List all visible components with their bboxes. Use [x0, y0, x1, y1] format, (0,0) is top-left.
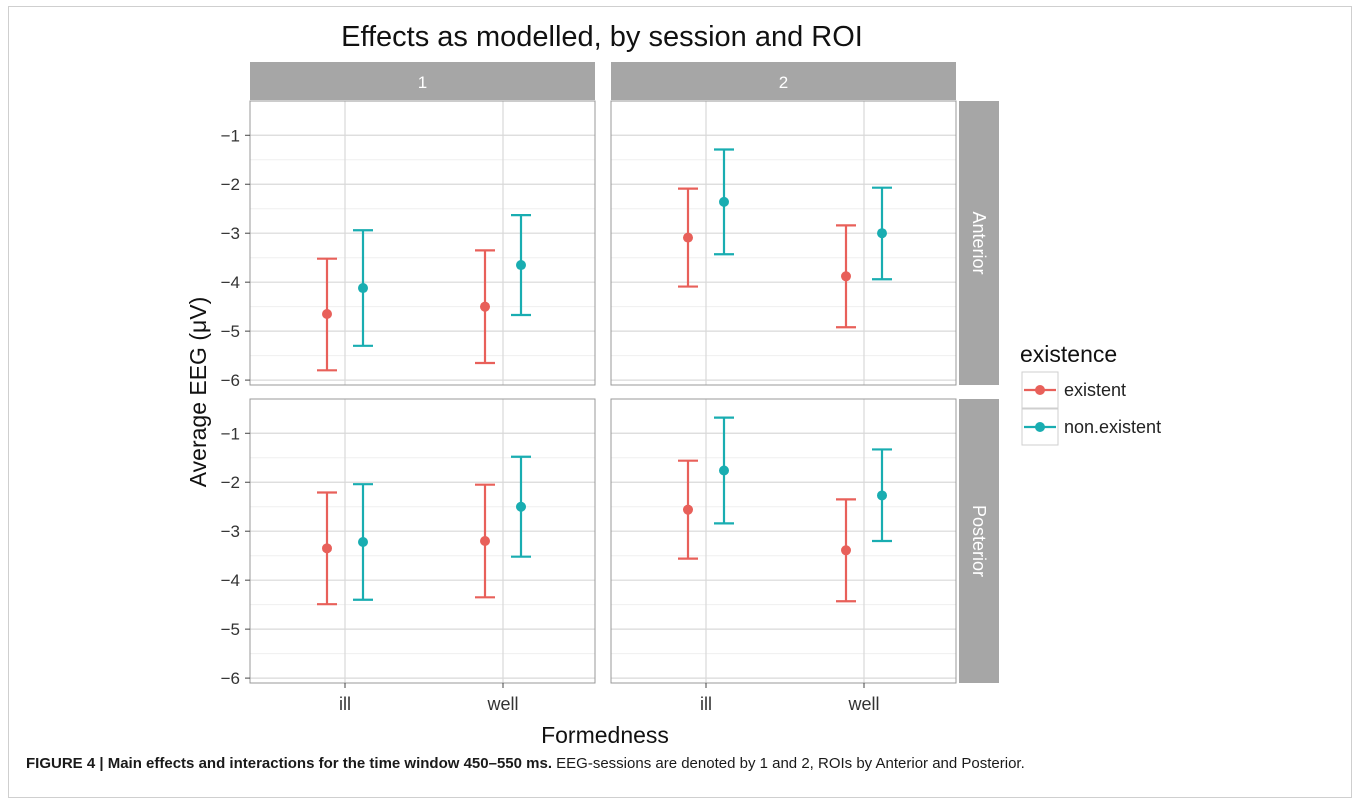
panel-1-posterior: −1 −2 −3 −4 −5 −6 ill well: [221, 398, 596, 714]
x-tick-label: ill: [339, 694, 351, 714]
figure-caption: FIGURE 4 | Main effects and interactions…: [26, 755, 1336, 772]
point-non.existent-well: [516, 260, 526, 271]
legend-label-non.existent: non.existent: [1064, 417, 1161, 437]
point-existent-well: [480, 301, 490, 312]
legend-key-point: [1035, 422, 1045, 432]
y-tick-label: −4: [221, 571, 240, 590]
caption-bold: FIGURE 4 | Main effects and interactions…: [26, 755, 552, 772]
figure-frame: [8, 6, 1352, 798]
x-tick-label: ill: [700, 694, 712, 714]
facet-strip-row-anterior: [959, 101, 999, 385]
y-tick-label: −5: [221, 322, 240, 341]
point-non.existent-well: [516, 501, 526, 512]
point-existent-well: [841, 271, 851, 282]
caption-rest: EEG-sessions are denoted by 1 and 2, ROI…: [552, 755, 1025, 772]
point-existent-ill: [322, 309, 332, 319]
panel-background: [250, 101, 595, 385]
facet-strip-row-posterior: [959, 399, 999, 683]
legend: existence existent non.existent: [1020, 341, 1161, 446]
y-tick-label: −6: [221, 669, 240, 688]
panel-border: [610, 100, 957, 386]
facet-strip-label: 2: [779, 73, 788, 92]
y-axis-label: Average EEG (μV): [185, 297, 211, 488]
y-tick-label: −3: [221, 224, 240, 243]
legend-label-existent: existent: [1064, 380, 1126, 400]
y-tick-label: −2: [221, 175, 240, 194]
panel-2-anterior: [610, 100, 957, 386]
y-tick-label: −1: [221, 126, 240, 145]
point-non.existent-ill: [719, 465, 729, 476]
point-non.existent-well: [877, 490, 887, 501]
panel-border: [249, 100, 596, 386]
panel-background: [611, 399, 956, 683]
point-existent-well: [480, 536, 490, 546]
y-tick-label: −2: [221, 473, 240, 492]
facet-strip-col-2: [611, 62, 956, 100]
panel-1-anterior: −1 −2 −3 −4 −5 −6: [221, 100, 596, 390]
facet-strip-label: Posterior: [969, 505, 989, 577]
panel-2-posterior: ill well: [610, 398, 957, 714]
panel-background: [250, 399, 595, 683]
point-existent-ill: [683, 232, 693, 243]
y-tick-label: −6: [221, 371, 240, 390]
y-tick-label: −1: [221, 424, 240, 443]
x-tick-label: well: [486, 694, 518, 714]
panel-border: [249, 398, 596, 684]
y-tick-label: −5: [221, 620, 240, 639]
point-existent-well: [841, 545, 851, 556]
facet-strip-col-1: [250, 62, 595, 100]
y-tick-label: −4: [221, 273, 240, 292]
point-non.existent-well: [877, 228, 887, 239]
x-axis-label: Formedness: [541, 722, 669, 748]
panel-border: [610, 398, 957, 684]
facet-strip-label: 1: [418, 73, 427, 92]
point-existent-ill: [322, 543, 332, 554]
chart-title: Effects as modelled, by session and ROI: [341, 21, 863, 53]
point-existent-ill: [683, 504, 693, 515]
point-non.existent-ill: [358, 536, 368, 547]
legend-key-point: [1035, 385, 1045, 395]
point-non.existent-ill: [719, 196, 729, 207]
panel-background: [611, 101, 956, 385]
y-tick-label: −3: [221, 522, 240, 541]
legend-title: existence: [1020, 341, 1117, 367]
x-tick-label: well: [847, 694, 879, 714]
point-non.existent-ill: [358, 283, 368, 294]
facet-strip-label: Anterior: [969, 211, 989, 274]
